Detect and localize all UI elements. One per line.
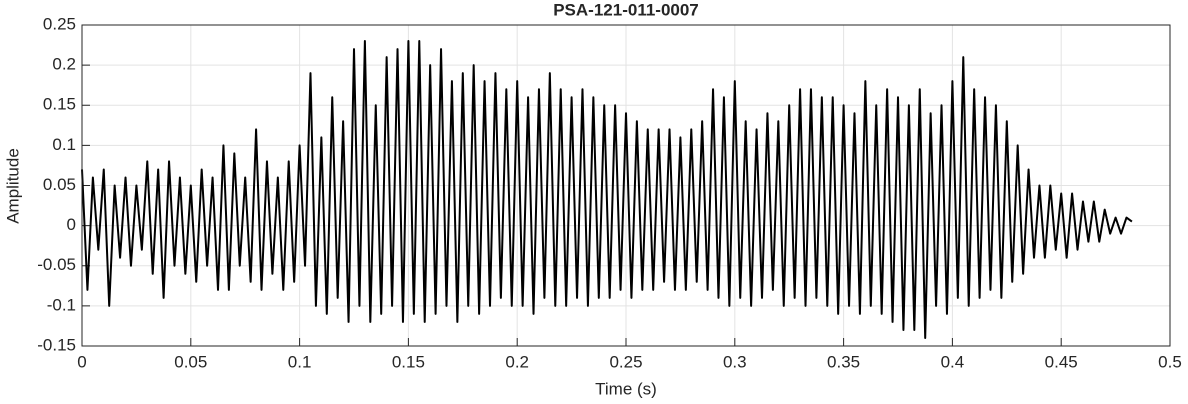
x-tick-label: 0.35: [827, 352, 860, 371]
y-tick-label: -0.1: [47, 295, 76, 314]
chart-title: PSA-121-011-0007: [553, 0, 699, 19]
y-tick-label: 0.15: [43, 95, 76, 114]
x-tick-label: 0.05: [174, 352, 207, 371]
y-tick-label: 0: [67, 215, 76, 234]
plot-frame: [81, 24, 1171, 347]
y-tick-label: -0.15: [37, 335, 76, 354]
y-tick-label: 0.2: [52, 55, 76, 74]
x-tick-label: 0.5: [1158, 352, 1182, 371]
x-axis-label: Time (s): [595, 379, 657, 398]
x-tick-label: 0.1: [288, 352, 312, 371]
y-tick-label: 0.25: [43, 14, 76, 33]
x-tick-label: 0.3: [723, 352, 747, 371]
x-tick-label: 0.15: [392, 352, 425, 371]
x-tick-label: 0.45: [1045, 352, 1078, 371]
signal-line: [81, 40, 1133, 339]
y-tick-label: 0.05: [43, 175, 76, 194]
x-tick-label: 0: [77, 352, 86, 371]
y-axis-label: Amplitude: [3, 148, 22, 224]
y-tick-label: 0.1: [52, 135, 76, 154]
y-tick-label: -0.05: [37, 255, 76, 274]
x-tick-label: 0.25: [609, 352, 642, 371]
x-tick-label: 0.4: [941, 352, 965, 371]
x-tick-label: 0.2: [505, 352, 529, 371]
